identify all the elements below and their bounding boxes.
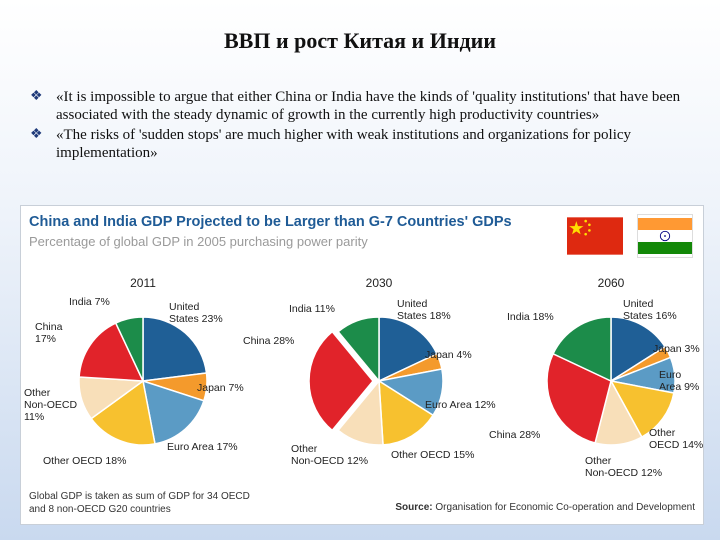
pie-slice-label: United States 16% [623, 298, 677, 322]
source-label: Source: [395, 502, 433, 513]
pie-slice-india-2011 [114, 316, 144, 382]
slide-title: ВВП и рост Китая и Индии [224, 28, 496, 53]
quote-list: ❖ «It is impossible to argue that either… [30, 88, 700, 164]
pie-slice-label: Other OECD 15% [391, 449, 474, 461]
pie-slice-label: United States 18% [397, 298, 451, 322]
chart-subtitle: Percentage of global GDP in 2005 purchas… [29, 234, 368, 249]
pie-slice-china-2060 [546, 352, 612, 444]
pie-slice-label: Other Non-OECD 12% [291, 443, 368, 467]
chart-title: China and India GDP Projected to be Larg… [29, 214, 512, 230]
pie-slice-label: Japan 4% [425, 349, 472, 361]
quote-text: «The risks of 'sudden stops' are much hi… [56, 127, 632, 161]
pie-slice-label: China 28% [243, 335, 294, 347]
quote-item: ❖ «The risks of 'sudden stops' are much … [30, 126, 700, 162]
pie-slice-label: Euro Area 9% [659, 369, 699, 393]
quote-item: ❖ «It is impossible to argue that either… [30, 88, 700, 124]
diamond-bullet-icon: ❖ [30, 127, 43, 142]
pie-slice-us-2030 [378, 316, 438, 383]
source-text: Organisation for Economic Co-operation a… [435, 502, 695, 513]
pie-slice-label: India 18% [507, 311, 554, 323]
pie-slice-label: China 17% [35, 321, 63, 345]
china-flag-icon [567, 217, 623, 255]
pie-slice-otheroecd-2011 [90, 379, 156, 446]
pie-year-label: 2030 [366, 276, 393, 290]
pie-year-label: 2011 [130, 276, 156, 290]
quote-text: «It is impossible to argue that either C… [56, 89, 681, 123]
pie-slice-label: Other Non-OECD 11% [24, 387, 78, 423]
pie-slice-otheroecd-2060 [609, 379, 675, 439]
pie-slice-label: Japan 3% [653, 343, 700, 355]
chart-source: Source: Organisation for Economic Co-ope… [395, 502, 695, 513]
pie-slice-label: Other OECD 18% [43, 455, 126, 467]
diamond-bullet-icon: ❖ [30, 89, 43, 104]
pie-slice-euro-2011 [142, 379, 205, 445]
pie-slice-india-2030 [337, 316, 380, 384]
pie-slice-china-2011 [78, 322, 145, 382]
pie-slice-label: China 28% [489, 429, 540, 441]
pie-slice-label: India 11% [289, 303, 335, 315]
pie-slice-label: Euro Area 12% [425, 399, 496, 411]
pie-slice-othernonoecd-2030 [337, 379, 384, 446]
pie-year-label: 2060 [598, 276, 625, 290]
india-flag-icon [637, 214, 693, 258]
pie-slice-us-2060 [610, 316, 667, 383]
pie-slice-us-2011 [142, 316, 208, 382]
pie-slice-label: Japan 7% [197, 382, 244, 394]
pie-slice-label: Euro Area 17% [167, 441, 238, 453]
gdp-chart-panel: China and India GDP Projected to be Larg… [20, 205, 704, 525]
pie-slice-label: Other Non-OECD 12% [585, 455, 662, 479]
pie-slice-label: Other OECD 14% [649, 427, 703, 451]
pie-slice-china-2030 [308, 330, 374, 432]
chart-footnote: Global GDP is taken as sum of GDP for 34… [29, 491, 250, 515]
pie-slice-otheroecd-2030 [378, 379, 435, 446]
pie-slice-india-2060 [552, 316, 612, 383]
pie-charts: 2011 United States 23% Japan 7% Euro Area 17… [24, 276, 703, 479]
pie-slice-label: United States 23% [169, 301, 223, 325]
pie-slice-label: India 7% [69, 296, 110, 308]
